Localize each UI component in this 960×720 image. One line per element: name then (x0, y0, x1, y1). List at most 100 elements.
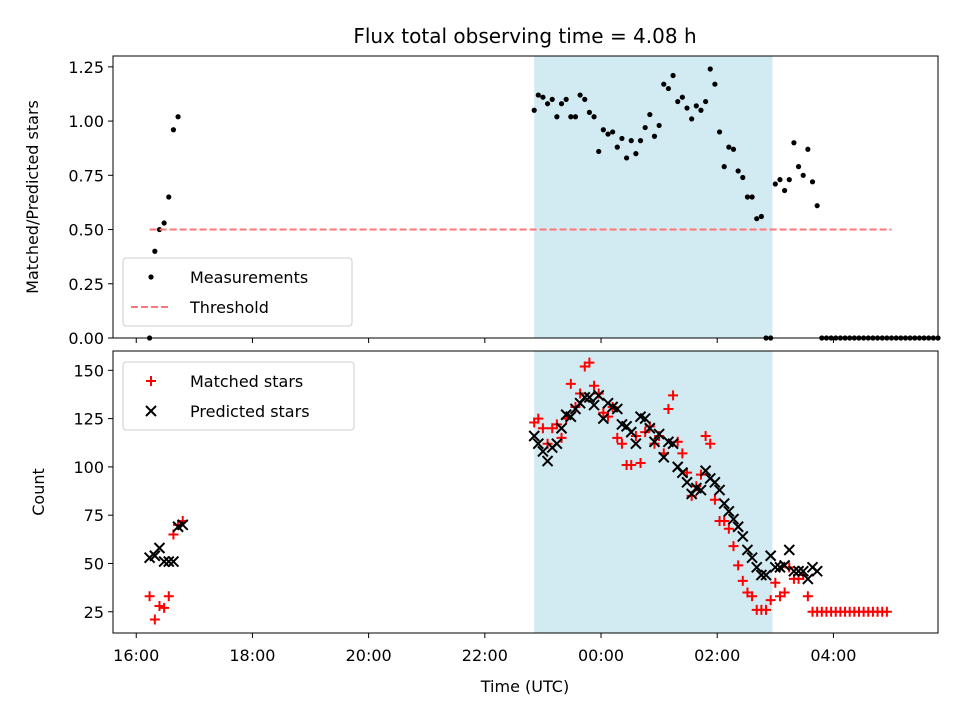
data-point (596, 148, 602, 155)
data-point (535, 92, 541, 98)
x-axis-label: Time (UTC) (480, 677, 569, 696)
data-point (555, 422, 568, 434)
data-point (563, 96, 569, 102)
data-point (795, 164, 802, 170)
data-point (644, 422, 656, 434)
data-point (152, 248, 158, 254)
data-point (732, 521, 744, 533)
data-point (589, 380, 600, 391)
data-point (772, 181, 778, 187)
data-point (556, 432, 567, 443)
highlight-span (534, 56, 773, 338)
data-point (712, 81, 718, 87)
data-point (149, 614, 160, 625)
data-point (144, 591, 155, 602)
data-point (700, 430, 711, 441)
data-point (167, 555, 180, 568)
data-point (653, 428, 665, 440)
data-point (788, 565, 800, 577)
x-tick-label: 02:00 (694, 646, 740, 665)
data-point (797, 565, 809, 577)
data-point (554, 114, 560, 120)
data-point (619, 135, 625, 142)
data-point (744, 194, 751, 200)
data-point (733, 560, 744, 571)
data-point (605, 131, 611, 137)
y-tick-label: 0.75 (68, 166, 104, 185)
data-point (642, 124, 648, 131)
y-axis-label: Matched/Predicted stars (23, 100, 42, 294)
data-point (707, 66, 713, 72)
data-point (728, 541, 739, 552)
legend-label: Matched stars (190, 372, 303, 391)
data-point (782, 187, 788, 194)
data-point (549, 96, 555, 102)
data-point (737, 530, 749, 543)
data-point (684, 105, 690, 111)
data-point (764, 550, 777, 562)
data-point (161, 220, 167, 226)
data-point (713, 484, 726, 496)
data-point (544, 101, 551, 107)
data-point (537, 445, 549, 458)
data-point (792, 565, 805, 577)
data-point (791, 140, 797, 146)
data-point (761, 604, 772, 615)
data-point (667, 438, 679, 450)
data-point (726, 144, 732, 150)
chart-title: Flux total observing time = 4.08 h (353, 24, 696, 48)
y-tick-label: 75 (84, 506, 104, 525)
data-point (149, 550, 161, 562)
data-point (166, 194, 172, 200)
y-tick-label: 125 (73, 410, 104, 429)
data-point (600, 127, 606, 133)
data-point (721, 164, 727, 170)
data-point (158, 555, 170, 568)
data-point (881, 606, 892, 617)
data-point (591, 114, 597, 120)
plot-frame (112, 350, 939, 634)
data-point (746, 551, 758, 564)
data-point (163, 591, 174, 602)
legend-marker (145, 405, 157, 417)
data-point (540, 94, 546, 100)
data-point (626, 459, 637, 470)
data-point (625, 426, 637, 438)
data-point (597, 412, 610, 425)
data-point (663, 403, 674, 414)
data-point (610, 129, 616, 135)
data-point (612, 432, 623, 443)
series-predicted-stars (143, 389, 823, 585)
data-point (758, 213, 764, 220)
data-point (749, 194, 755, 200)
data-point (651, 133, 658, 139)
data-point (568, 114, 574, 120)
data-point (565, 378, 576, 389)
legend-box (122, 361, 355, 431)
data-point (611, 403, 624, 415)
y-tick-label: 150 (73, 361, 104, 380)
data-point (592, 389, 605, 402)
data-point (778, 559, 791, 572)
data-point (777, 177, 783, 183)
data-point (754, 216, 760, 222)
data-point (648, 436, 661, 448)
y-axis-label: Count (29, 468, 48, 516)
data-point (159, 602, 170, 613)
data-point (676, 466, 689, 479)
x-tick-label: 16:00 (113, 646, 159, 665)
data-point (584, 357, 595, 368)
data-point (783, 544, 795, 556)
y-tick-label: 100 (73, 458, 104, 477)
data-point (723, 523, 734, 534)
data-point (572, 114, 579, 120)
data-point (532, 438, 544, 450)
top-panel: 0.00 0.25 0.50 0.75 1.00 1.25 Matched/Predicte… (23, 55, 941, 348)
data-point (177, 519, 189, 531)
data-point (779, 587, 790, 598)
data-point (551, 438, 563, 450)
data-point (689, 116, 695, 122)
data-point (630, 438, 642, 450)
data-point (661, 81, 667, 87)
